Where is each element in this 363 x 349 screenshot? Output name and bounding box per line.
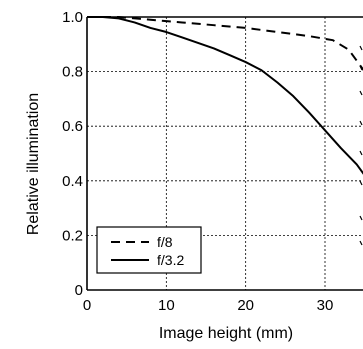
right-edge-mark-5 [359, 180, 363, 186]
legend-label-1: f/3.2 [157, 252, 184, 268]
x-tick-label-0: 0 [83, 297, 91, 314]
right-edge-mark-6 [359, 215, 363, 221]
legend-label-0: f/8 [157, 234, 173, 250]
y-tick-label-0: 0 [75, 282, 83, 299]
legend: f/8 f/3.2 [96, 226, 202, 274]
y-tick-label-4: 0.8 [62, 64, 83, 81]
y-tick-label-3: 0.6 [62, 118, 83, 135]
y-axis-label: Relative illumination [25, 93, 42, 235]
legend-box [96, 226, 202, 274]
x-tick-label-2: 20 [237, 297, 254, 314]
y-tick-label-2: 0.4 [62, 173, 83, 190]
x-tick-label-3: 30 [317, 297, 334, 314]
series-lines [87, 16, 363, 175]
y-tick-label-5: 1.0 [62, 9, 83, 26]
axes [86, 16, 363, 291]
right-edge-mark-7 [359, 240, 363, 246]
right-edge-mark-4 [359, 150, 363, 156]
series-line-f-3-2 [87, 16, 363, 175]
right-edge-mark-3 [359, 120, 363, 126]
right-edge-mark-0 [359, 45, 363, 51]
y-tick-label-1: 0.2 [62, 227, 83, 244]
series-line-f-8 [87, 16, 363, 72]
tick-labels: 0 10 20 30 0 0.2 0.4 0.6 0.8 1.0 [62, 9, 333, 314]
x-tick-label-1: 10 [158, 297, 175, 314]
right-edge-mark-2 [359, 90, 363, 96]
x-axis-label: Image height (mm) [159, 325, 293, 342]
